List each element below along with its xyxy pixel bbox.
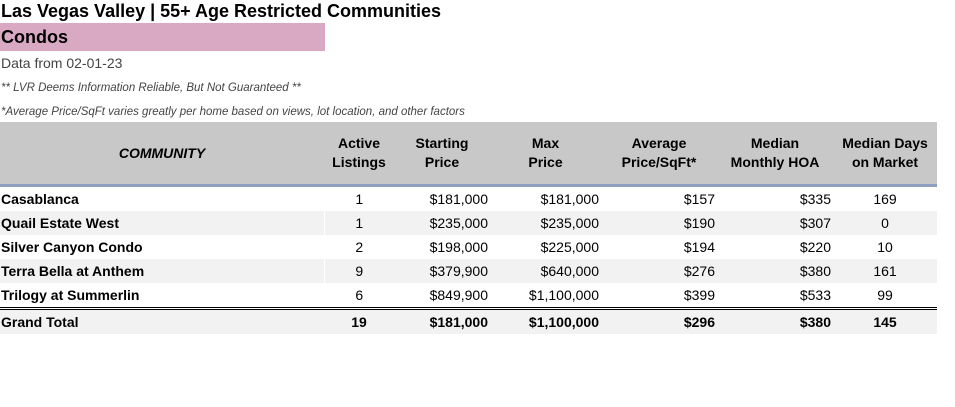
table-row: Silver Canyon Condo 2 $198,000 $225,000 …	[0, 235, 937, 259]
community-name: Quail Estate West	[0, 211, 325, 235]
max-price: $235,000	[490, 211, 601, 235]
active-listings: 6	[355, 287, 364, 303]
starting-price: $379,900	[394, 259, 490, 283]
community-name: Silver Canyon Condo	[0, 235, 325, 259]
header-line: Average	[631, 135, 687, 151]
starting-price: $181,000	[429, 191, 488, 207]
median-days-on-market: 169	[873, 191, 897, 207]
community-name: Trilogy at Summerlin	[0, 283, 325, 309]
total-median-monthly-hoa: $380	[717, 307, 833, 334]
total-max-price: $1,100,000	[490, 307, 601, 334]
starting-price: $849,900	[429, 287, 488, 303]
average-price-sqft: $194	[683, 239, 715, 255]
starting-price: $235,000	[394, 211, 490, 235]
header-line: Active	[337, 135, 381, 151]
max-price: $225,000	[540, 239, 599, 255]
column-header-max-price: Max Price	[490, 122, 601, 187]
total-active-listings: 19	[324, 307, 394, 334]
grand-total-row: Grand Total 19 $181,000 $1,100,000 $296 …	[0, 307, 937, 334]
column-header-average-price-sqft: Average Price/SqFt*	[601, 122, 717, 187]
active-listings: 1	[324, 211, 394, 235]
column-header-median-monthly-hoa: Median Monthly HOA	[717, 122, 833, 187]
total-starting-price: $181,000	[394, 307, 490, 334]
column-header-starting-price: Starting Price	[394, 122, 490, 187]
table-row: Casablanca 1 $181,000 $181,000 $157 $335…	[0, 185, 937, 211]
average-price-sqft: $399	[683, 287, 715, 303]
header-line: Max	[531, 135, 560, 151]
median-days-on-market: 10	[877, 239, 893, 255]
disclaimer-note: ** LVR Deems Information Reliable, But N…	[1, 82, 301, 94]
max-price: $1,100,000	[528, 287, 599, 303]
grand-total-label: Grand Total	[0, 307, 324, 334]
max-price: $640,000	[490, 259, 601, 283]
page-title: Las Vegas Valley | 55+ Age Restricted Co…	[1, 1, 442, 21]
header-text: COMMUNITY	[118, 144, 206, 161]
category-banner: Condos	[0, 23, 325, 51]
column-header-active-listings: Active Listings	[324, 122, 394, 187]
table-row: Quail Estate West 1 $235,000 $235,000 $1…	[0, 211, 937, 235]
header-line: Starting	[415, 135, 469, 151]
median-monthly-hoa: $533	[799, 287, 831, 303]
data-date: Data from 02-01-23	[1, 55, 123, 71]
community-name: Terra Bella at Anthem	[0, 259, 325, 283]
active-listings: 2	[355, 239, 364, 255]
median-monthly-hoa: $380	[717, 259, 833, 283]
table-header-row: COMMUNITY Active Listings Starting Price M…	[0, 122, 937, 187]
median-days-on-market: 0	[833, 211, 937, 235]
median-monthly-hoa: $335	[799, 191, 831, 207]
header-line: Listings	[332, 154, 386, 170]
active-listings: 1	[355, 191, 364, 207]
median-days-on-market: 99	[877, 287, 893, 303]
footnote: *Average Price/SqFt varies greatly per h…	[1, 106, 465, 118]
average-price-sqft: $276	[601, 259, 717, 283]
total-median-days-on-market: 145	[833, 307, 937, 334]
header-line: Median Days	[842, 135, 928, 151]
starting-price: $198,000	[429, 239, 488, 255]
total-average-price-sqft: $296	[601, 307, 717, 334]
median-monthly-hoa: $220	[799, 239, 831, 255]
active-listings: 9	[324, 259, 394, 283]
header-line: Price/SqFt*	[621, 154, 697, 170]
average-price-sqft: $157	[683, 191, 715, 207]
community-name: Casablanca	[0, 185, 325, 211]
communities-table: COMMUNITY Active Listings Starting Price M…	[0, 122, 937, 334]
max-price: $181,000	[540, 191, 599, 207]
table-row: Terra Bella at Anthem 9 $379,900 $640,00…	[0, 259, 937, 283]
header-line: Median	[750, 135, 800, 151]
header-line: Price	[528, 154, 563, 170]
header-line: Price	[424, 154, 460, 170]
column-header-median-days-on-market: Median Days on Market	[833, 122, 937, 187]
table-row: Trilogy at Summerlin 6 $849,900 $1,100,0…	[0, 283, 937, 309]
average-price-sqft: $190	[601, 211, 717, 235]
column-header-community: COMMUNITY	[0, 122, 324, 187]
median-monthly-hoa: $307	[717, 211, 833, 235]
median-days-on-market: 161	[833, 259, 937, 283]
header-line: on Market	[851, 154, 919, 170]
header-line: Monthly HOA	[730, 154, 820, 170]
